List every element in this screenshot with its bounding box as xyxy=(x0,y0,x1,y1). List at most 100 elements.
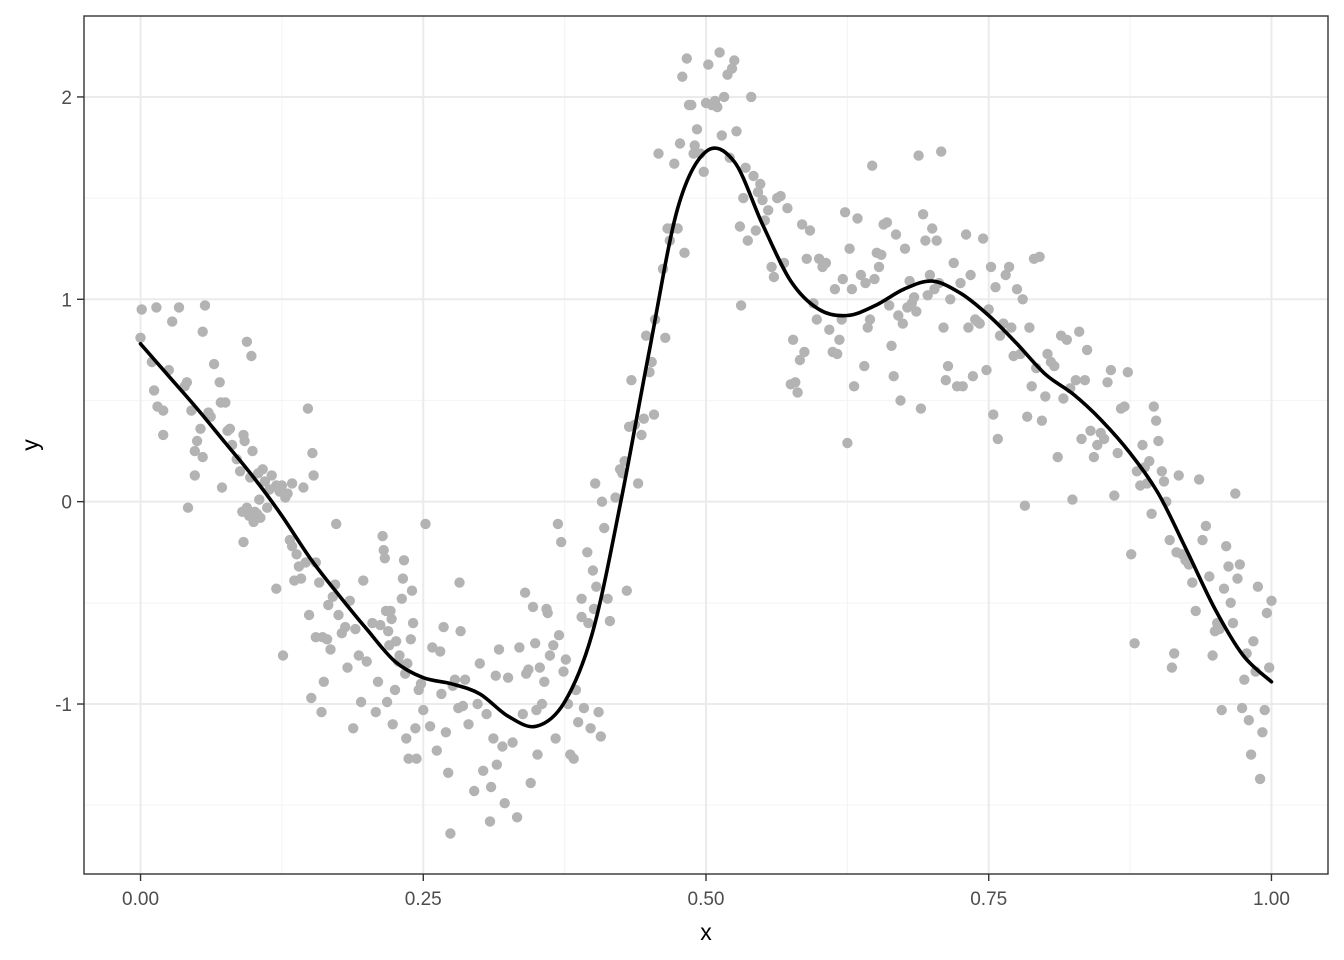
data-point-188 xyxy=(560,654,571,665)
data-point-48 xyxy=(254,494,265,505)
data-point-327 xyxy=(908,292,920,303)
data-points xyxy=(135,47,1277,839)
data-point-50 xyxy=(257,464,268,475)
data-point-370 xyxy=(1017,294,1028,305)
data-point-83 xyxy=(323,599,334,611)
data-point-116 xyxy=(394,650,405,661)
data-point-371 xyxy=(1019,500,1031,511)
data-point-38 xyxy=(241,502,253,513)
data-point-402 xyxy=(1112,447,1123,459)
data-point-100 xyxy=(370,706,381,718)
data-point-181 xyxy=(544,650,556,661)
data-point-453 xyxy=(1248,636,1259,647)
data-point-139 xyxy=(440,727,452,738)
data-point-178 xyxy=(539,676,550,687)
data-point-51 xyxy=(259,476,271,487)
data-point-401 xyxy=(1109,490,1120,501)
data-point-407 xyxy=(1129,638,1140,649)
data-point-136 xyxy=(435,646,446,657)
grid-major xyxy=(84,16,1328,874)
data-point-281 xyxy=(794,354,806,366)
x-tick-labels: 0.00 0.25 0.50 0.75 1.00 xyxy=(122,889,1290,910)
data-point-226 xyxy=(653,148,664,159)
data-point-256 xyxy=(729,55,740,66)
data-point-59 xyxy=(277,650,289,661)
data-point-37 xyxy=(239,435,250,447)
data-point-431 xyxy=(1193,474,1205,485)
data-point-421 xyxy=(1164,534,1175,546)
data-point-195 xyxy=(576,593,587,604)
data-point-200 xyxy=(587,565,599,576)
data-point-187 xyxy=(558,666,569,677)
data-point-71 xyxy=(302,403,314,414)
data-point-313 xyxy=(876,249,887,260)
data-point-171 xyxy=(525,777,536,789)
data-point-118 xyxy=(397,573,409,584)
data-point-332 xyxy=(920,235,931,246)
data-point-107 xyxy=(381,696,393,708)
data-point-160 xyxy=(493,644,505,655)
data-point-138 xyxy=(438,621,449,633)
data-point-440 xyxy=(1218,583,1230,594)
data-point-298 xyxy=(839,207,851,218)
data-point-393 xyxy=(1081,344,1093,356)
data-point-151 xyxy=(472,698,483,710)
data-point-271 xyxy=(766,261,777,273)
data-point-297 xyxy=(837,273,848,285)
data-point-400 xyxy=(1105,364,1117,376)
data-point-257 xyxy=(731,126,742,137)
data-point-333 xyxy=(922,290,933,301)
data-point-307 xyxy=(862,322,873,333)
data-point-123 xyxy=(403,753,414,764)
data-point-185 xyxy=(553,630,565,641)
data-point-95 xyxy=(353,650,364,661)
data-point-68 xyxy=(295,573,307,584)
x-tick-label-2: 0.50 xyxy=(688,889,725,910)
data-point-394 xyxy=(1085,425,1096,436)
data-point-368 xyxy=(1011,284,1023,295)
data-point-207 xyxy=(599,522,610,534)
data-point-390 xyxy=(1074,326,1085,337)
data-point-362 xyxy=(994,330,1006,341)
data-point-435 xyxy=(1207,650,1218,661)
data-point-175 xyxy=(532,749,543,760)
data-point-197 xyxy=(582,547,593,558)
data-point-4 xyxy=(151,302,162,313)
data-point-9 xyxy=(167,316,178,327)
data-point-413 xyxy=(1144,456,1155,467)
data-point-259 xyxy=(735,300,747,311)
data-point-461 xyxy=(1266,595,1277,606)
data-point-161 xyxy=(497,741,508,752)
data-point-124 xyxy=(405,634,416,645)
data-point-279 xyxy=(790,377,801,388)
data-point-380 xyxy=(1042,348,1053,360)
data-point-3 xyxy=(148,385,160,396)
data-point-206 xyxy=(596,496,608,507)
data-point-349 xyxy=(963,322,974,333)
data-point-337 xyxy=(931,235,942,246)
data-point-268 xyxy=(757,194,768,206)
data-point-442 xyxy=(1223,561,1234,572)
data-point-177 xyxy=(536,698,548,710)
data-point-126 xyxy=(407,617,419,629)
data-point-157 xyxy=(488,733,499,744)
data-point-361 xyxy=(992,433,1003,445)
data-point-267 xyxy=(755,178,766,190)
data-point-239 xyxy=(686,99,697,111)
data-point-399 xyxy=(1102,377,1113,388)
data-point-299 xyxy=(842,437,853,449)
data-point-458 xyxy=(1259,704,1270,716)
data-point-232 xyxy=(669,158,680,169)
data-point-14 xyxy=(186,405,197,416)
data-point-258 xyxy=(734,221,746,232)
data-point-39 xyxy=(241,336,253,347)
data-point-164 xyxy=(507,737,518,748)
data-point-343 xyxy=(945,294,956,305)
data-point-90 xyxy=(340,621,351,633)
data-point-318 xyxy=(888,371,899,382)
data-point-456 xyxy=(1254,773,1266,785)
y-tick-labels: -1 0 1 2 xyxy=(55,88,72,716)
data-point-170 xyxy=(523,664,534,675)
data-point-147 xyxy=(457,700,469,712)
